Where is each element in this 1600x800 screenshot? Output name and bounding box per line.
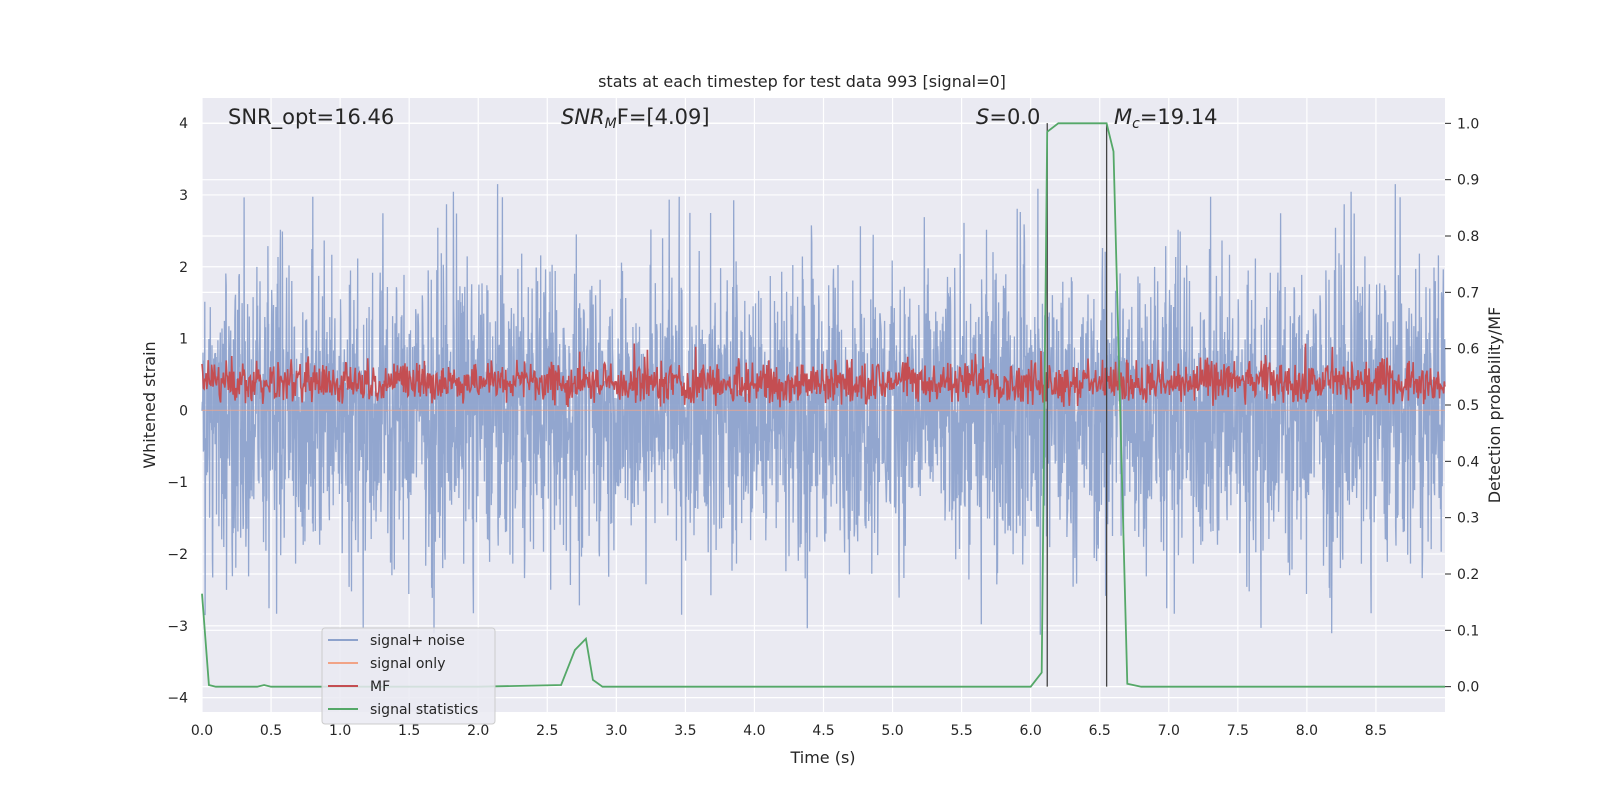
x-tick-12: 6.0 <box>1020 723 1042 739</box>
y-left-tick-6: 2 <box>179 260 188 276</box>
x-tick-1: 0.5 <box>260 723 282 739</box>
series-signal-statistics <box>201 122 1445 688</box>
y-left-tick-3: −1 <box>167 475 188 491</box>
y-right-tick-6: 0.6 <box>1457 342 1479 358</box>
x-axis-label: Time (s) <box>789 748 855 767</box>
line-signal-plus-noise <box>201 184 1446 635</box>
chart-title: stats at each timestep for test data 993… <box>598 72 1006 91</box>
series-mf <box>201 343 1446 411</box>
legend-label-mf: MF <box>370 679 390 695</box>
x-tick-7: 3.5 <box>674 723 696 739</box>
annotation-mc: Mc=19.14 <box>1114 105 1218 132</box>
x-tick-4: 2.0 <box>467 723 489 739</box>
x-tick-13: 6.5 <box>1089 723 1111 739</box>
legend: signal+ noise signal only MF signal stat… <box>321 627 496 725</box>
y-left-tick-1: −3 <box>167 619 188 635</box>
y-left-tick-0: −4 <box>167 691 188 707</box>
y-left-tick-7: 3 <box>179 188 188 204</box>
x-tick-15: 7.5 <box>1227 723 1249 739</box>
y-left-tick-labels: −4 −3 −2 −1 0 1 2 3 4 <box>167 116 188 707</box>
y-left-tick-2: −2 <box>167 547 188 563</box>
legend-label-signal-plus-noise: signal+ noise <box>370 633 465 649</box>
legend-label-signal-only: signal only <box>370 656 445 672</box>
x-tick-5: 2.5 <box>536 723 558 739</box>
vertical-markers <box>1046 123 1108 687</box>
y-right-tick-8: 0.8 <box>1457 229 1479 245</box>
x-tick-labels: 0.0 0.5 1.0 1.5 2.0 2.5 3.0 3.5 4.0 4.5 5.0 5.5 6.0 6… <box>191 723 1387 739</box>
annotation-s: S=0.0 <box>976 105 1040 129</box>
line-signal-statistics <box>201 122 1445 688</box>
y-right-tick-5: 0.5 <box>1457 398 1479 414</box>
annotation-snr-opt: SNR_opt=16.46 <box>228 105 394 130</box>
series-signal-plus-noise <box>201 184 1446 635</box>
x-tick-3: 1.5 <box>398 723 420 739</box>
x-tick-16: 8.0 <box>1296 723 1318 739</box>
y-right-tick-10: 1.0 <box>1457 116 1479 132</box>
x-tick-6: 3.0 <box>605 723 627 739</box>
y-right-tick-2: 0.2 <box>1457 567 1479 583</box>
y-left-tick-5: 1 <box>179 332 188 348</box>
x-tick-9: 4.5 <box>812 723 834 739</box>
x-tick-0: 0.0 <box>191 723 213 739</box>
y-right-tick-1: 0.1 <box>1457 623 1479 639</box>
y-right-tick-0: 0.0 <box>1457 680 1479 696</box>
x-tick-17: 8.5 <box>1365 723 1387 739</box>
y-right-tick-4: 0.4 <box>1457 454 1479 470</box>
x-tick-11: 5.5 <box>950 723 972 739</box>
x-tick-2: 1.0 <box>329 723 351 739</box>
y-right-axis-label: Detection probability/MF <box>1485 307 1504 504</box>
x-tick-14: 7.0 <box>1158 723 1180 739</box>
x-tick-8: 4.0 <box>743 723 765 739</box>
x-tick-10: 5.0 <box>881 723 903 739</box>
y-right-tick-3: 0.3 <box>1457 511 1479 527</box>
y-left-axis-label: Whitened strain <box>140 341 159 468</box>
legend-box <box>321 627 496 725</box>
annotation-snr-mf: SNRMF=[4.09] <box>561 105 710 132</box>
y-left-tick-4: 0 <box>179 403 188 419</box>
line-mf <box>201 343 1446 408</box>
legend-label-signal-statistics: signal statistics <box>370 702 478 718</box>
y-right-tick-7: 0.7 <box>1457 285 1479 301</box>
y-right-tick-labels: 0.0 0.1 0.2 0.3 0.4 0.5 0.6 0.7 0.8 0.9 1.0 <box>1445 116 1479 696</box>
y-left-tick-8: 4 <box>179 116 188 132</box>
y-right-tick-9: 0.9 <box>1457 173 1479 189</box>
